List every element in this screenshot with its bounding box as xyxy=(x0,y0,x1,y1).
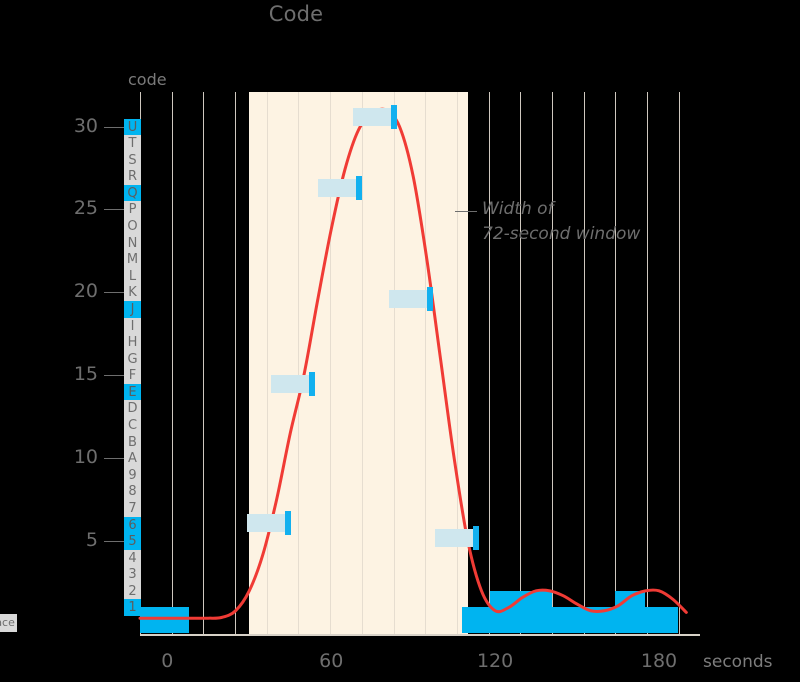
y-axis-tick-line xyxy=(104,126,124,128)
annotation-line1: Width of xyxy=(482,199,554,219)
chart-title: Code xyxy=(268,2,324,26)
cyan-block xyxy=(645,607,679,633)
y-axis-tick-line xyxy=(104,458,124,460)
code-chip: K xyxy=(124,284,141,302)
x-axis-tick-label: 180 xyxy=(640,650,678,672)
gridline xyxy=(425,92,427,634)
x-axis-tick-label: 0 xyxy=(161,650,174,672)
y-axis-tick-line xyxy=(104,292,124,294)
gridline xyxy=(551,92,553,634)
y-axis-tick-label: 30 xyxy=(73,114,98,137)
measure-tick xyxy=(284,510,291,535)
code-chip: F xyxy=(124,367,141,385)
code-chip: S xyxy=(124,151,141,169)
y-axis-label-line2: se xyxy=(0,38,34,60)
gridline xyxy=(456,92,458,634)
y-axis-tick-label: 15 xyxy=(73,363,98,386)
code-column-header: code xyxy=(128,70,167,89)
code-chip: D xyxy=(124,400,141,418)
gridline xyxy=(330,92,332,634)
code-chip: R xyxy=(124,168,141,186)
x-axis-baseline xyxy=(140,634,700,636)
code-chip: 4 xyxy=(124,549,141,567)
code-chip: N xyxy=(124,234,141,252)
code-chip: J xyxy=(124,300,141,318)
y-axis-tick-label: 25 xyxy=(73,197,98,220)
code-chip: 5 xyxy=(124,533,141,551)
code-chip: H xyxy=(124,334,141,352)
plot-area xyxy=(138,92,700,636)
x-axis-tick-label: 60 xyxy=(319,650,344,672)
gridline xyxy=(520,92,522,634)
code-chip: L xyxy=(124,267,141,285)
code-chip: O xyxy=(124,218,141,236)
measure-bar xyxy=(388,290,430,309)
measure-bar xyxy=(271,374,313,393)
code-chip: 3 xyxy=(124,566,141,584)
code-level-curve xyxy=(138,107,688,620)
gridline xyxy=(678,92,680,634)
code-chip: 6 xyxy=(124,516,141,534)
code-chip: M xyxy=(124,251,141,269)
gridline xyxy=(647,92,648,634)
gridline xyxy=(203,92,205,634)
code-chip: 8 xyxy=(124,483,141,501)
code-chip: 2 xyxy=(124,582,141,600)
y-axis-tick-line xyxy=(104,375,124,377)
cyan-block xyxy=(462,607,490,633)
gridline xyxy=(171,92,173,634)
y-axis-tick-label: 10 xyxy=(73,446,98,469)
measure-tick xyxy=(309,371,316,396)
annotation-leader-line xyxy=(455,211,477,212)
measure-bar xyxy=(317,178,359,197)
measure-bar xyxy=(353,107,395,126)
x-axis-name: seconds xyxy=(703,652,773,672)
code-chip: P xyxy=(124,201,141,219)
measure-tick xyxy=(426,287,433,312)
code-chip: E xyxy=(124,383,141,401)
y-axis-label-line1: t xyxy=(0,28,34,38)
code-chip: I xyxy=(124,317,141,335)
annotation-line2: 72-second window xyxy=(482,224,641,244)
y-axis-tick-line xyxy=(104,209,124,211)
y-axis-tick-line xyxy=(104,541,124,543)
cyan-block xyxy=(161,607,190,633)
measure-tick xyxy=(473,525,479,550)
code-chip: C xyxy=(124,417,141,435)
x-axis-tick-label: 120 xyxy=(476,650,514,672)
measure-tick xyxy=(355,175,362,200)
code-chip: G xyxy=(124,350,141,368)
gridline xyxy=(583,92,585,634)
code-chip: 7 xyxy=(124,499,141,517)
code-chip: B xyxy=(124,433,141,451)
white-space-chip: white space xyxy=(0,614,17,632)
window-annotation: Width of 72-second window xyxy=(482,197,640,247)
y-axis-tick-label: 5 xyxy=(85,529,98,552)
gridline xyxy=(488,92,490,634)
measure-bar xyxy=(435,528,476,547)
gridline xyxy=(615,92,617,634)
code-chip: Q xyxy=(124,184,141,202)
code-chip: 1 xyxy=(124,599,141,617)
cyan-block xyxy=(522,590,553,633)
measure-tick xyxy=(391,104,398,129)
code-chip: T xyxy=(124,135,141,153)
y-axis-label: t se xyxy=(0,28,34,60)
gridline xyxy=(235,92,237,634)
gridline xyxy=(298,92,300,634)
code-chip: A xyxy=(124,450,141,468)
gridline xyxy=(361,92,363,634)
cyan-block xyxy=(140,607,162,633)
measure-bar xyxy=(246,513,288,532)
gridline xyxy=(266,92,268,634)
code-chip: 9 xyxy=(124,466,141,484)
y-axis-tick-label: 20 xyxy=(73,280,98,303)
gridline xyxy=(393,92,395,634)
code-chip: U xyxy=(124,118,141,136)
cyan-block xyxy=(552,607,586,633)
